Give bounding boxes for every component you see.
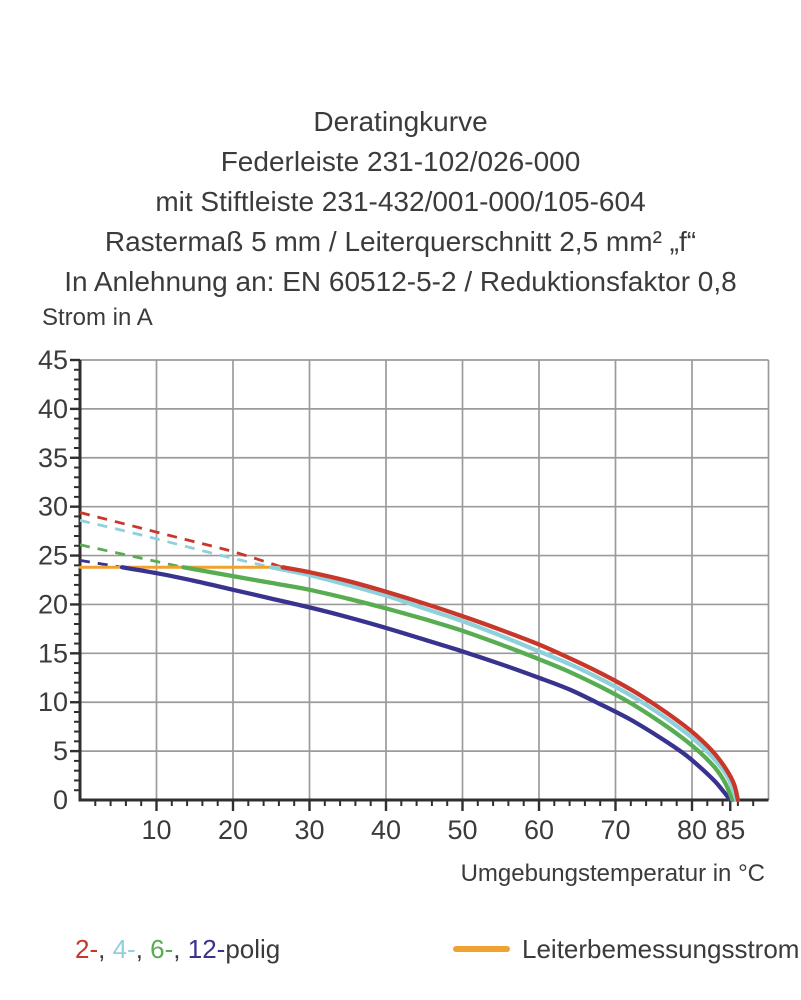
rated-current-label: Leiterbemessungsstrom: [522, 934, 800, 964]
legend-separator: ,: [135, 934, 151, 964]
legend-pole-2: 2-: [75, 934, 99, 964]
y-axis-title: Strom in A: [42, 304, 153, 331]
legend-pole-12: 12-: [187, 934, 226, 964]
title-line-5: In Anlehnung an: EN 60512-5-2 / Reduktio…: [64, 266, 737, 297]
svg-text:40: 40: [371, 815, 401, 845]
svg-text:20: 20: [218, 815, 248, 845]
legend-pole-4: 4-: [112, 934, 136, 964]
legend-pole-6: 6-: [150, 934, 174, 964]
chart-title-block: Deratingkurve Federleiste 231-102/026-00…: [0, 102, 801, 302]
svg-text:45: 45: [38, 345, 68, 375]
derating-chart: 10 20 30 40 50 60 70 80 85 0 5 10 15 20 25 30 35 40 45: [38, 345, 770, 845]
svg-text:70: 70: [600, 815, 630, 845]
svg-text:5: 5: [53, 736, 68, 766]
legend-rated-current: Leiterbemessungsstrom: [453, 934, 799, 965]
title-line-2: Federleiste 231-102/026-000: [220, 146, 581, 177]
svg-text:85: 85: [715, 815, 745, 845]
title-line-1: Deratingkurve: [313, 106, 488, 137]
svg-text:0: 0: [53, 785, 68, 815]
svg-text:10: 10: [141, 815, 171, 845]
svg-text:30: 30: [38, 492, 68, 522]
svg-text:15: 15: [38, 638, 68, 668]
title-line-4: Rastermaß 5 mm / Leiterquerschnitt 2,5 m…: [104, 226, 697, 257]
x-axis-title: Umgebungstemperatur in °C: [460, 860, 765, 887]
svg-text:40: 40: [38, 394, 68, 424]
svg-text:50: 50: [447, 815, 477, 845]
svg-text:25: 25: [38, 541, 68, 571]
legend-separator: ,: [98, 934, 113, 964]
title-line-3: mit Stiftleiste 231-432/001-000/105-604: [155, 186, 646, 217]
legend-separator: ,: [173, 934, 188, 964]
svg-text:80: 80: [677, 815, 707, 845]
legend-poles: 2-, 4-, 6-, 12-polig: [75, 934, 280, 965]
svg-text:35: 35: [38, 443, 68, 473]
svg-text:30: 30: [294, 815, 324, 845]
svg-text:10: 10: [38, 687, 68, 717]
legend-poles-suffix: polig: [225, 934, 281, 964]
svg-text:20: 20: [38, 589, 68, 619]
svg-text:60: 60: [524, 815, 554, 845]
rated-current-line-swatch: [453, 946, 510, 953]
